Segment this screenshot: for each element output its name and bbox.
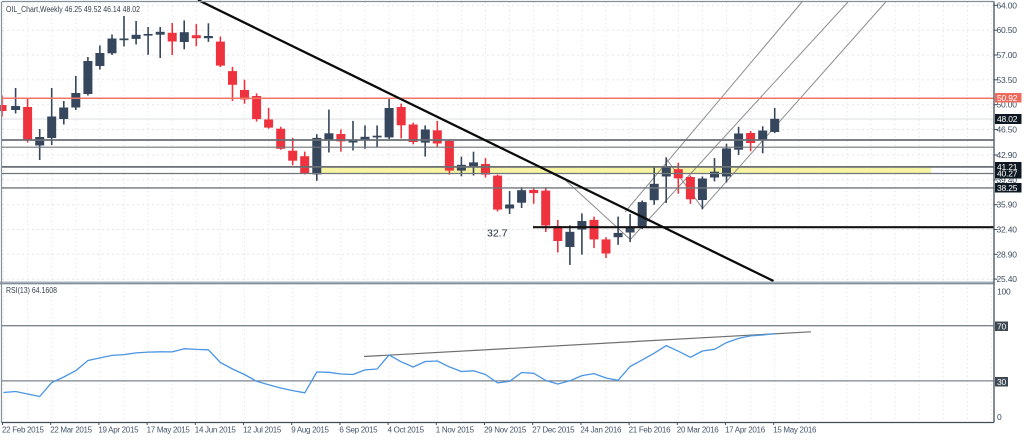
svg-text:9 Aug 2015: 9 Aug 2015 — [291, 425, 329, 434]
svg-text:19 Apr 2015: 19 Apr 2015 — [98, 425, 139, 434]
svg-text:35.90: 35.90 — [997, 200, 1018, 210]
svg-text:20 Mar 2016: 20 Mar 2016 — [677, 425, 719, 434]
svg-text:17 Apr 2016: 17 Apr 2016 — [725, 425, 766, 434]
svg-text:12 Jul 2015: 12 Jul 2015 — [243, 425, 282, 434]
svg-text:39.40: 39.40 — [997, 175, 1018, 185]
svg-text:38.25: 38.25 — [997, 183, 1018, 193]
svg-text:1 Nov 2015: 1 Nov 2015 — [436, 425, 475, 434]
svg-text:70: 70 — [997, 321, 1007, 331]
svg-text:25.40: 25.40 — [997, 274, 1018, 284]
svg-text:29 Nov 2015: 29 Nov 2015 — [484, 425, 527, 434]
svg-text:41.21: 41.21 — [997, 162, 1018, 172]
svg-text:30: 30 — [997, 377, 1007, 387]
svg-text:64.00: 64.00 — [997, 0, 1018, 10]
svg-text:24 Jan 2016: 24 Jan 2016 — [580, 425, 622, 434]
svg-text:50.00: 50.00 — [997, 100, 1018, 110]
svg-text:50.92: 50.92 — [997, 93, 1018, 103]
svg-text:15 May 2016: 15 May 2016 — [773, 425, 817, 434]
svg-text:42.90: 42.90 — [997, 150, 1018, 160]
svg-text:28.90: 28.90 — [997, 249, 1018, 259]
svg-text:53.50: 53.50 — [997, 75, 1018, 85]
svg-text:60.50: 60.50 — [997, 25, 1018, 35]
svg-text:21 Feb 2016: 21 Feb 2016 — [629, 425, 671, 434]
svg-text:32.40: 32.40 — [997, 225, 1018, 235]
svg-text:27 Dec 2015: 27 Dec 2015 — [532, 425, 575, 434]
svg-text:RSI(13) 64.1608: RSI(13) 64.1608 — [6, 285, 57, 295]
svg-text:22 Mar 2015: 22 Mar 2015 — [50, 425, 92, 434]
svg-text:40.27: 40.27 — [997, 169, 1018, 179]
svg-text:0: 0 — [997, 412, 1002, 422]
svg-text:57.00: 57.00 — [997, 50, 1018, 60]
svg-text:100: 100 — [997, 287, 1011, 297]
svg-text:4 Oct 2015: 4 Oct 2015 — [388, 425, 425, 434]
svg-text:32.7: 32.7 — [487, 228, 508, 240]
svg-text:OIL_Chart,Weekly 46.25 49.52: OIL_Chart,Weekly 46.25 49.52 46.14 48.02 — [6, 4, 140, 14]
svg-text:17 May 2015: 17 May 2015 — [147, 425, 191, 434]
svg-text:46.50: 46.50 — [997, 125, 1018, 135]
svg-text:22 Feb 2015: 22 Feb 2015 — [2, 425, 44, 434]
svg-text:14 Jun 2015: 14 Jun 2015 — [195, 425, 237, 434]
svg-text:6 Sep 2015: 6 Sep 2015 — [339, 425, 378, 434]
svg-text:48.02: 48.02 — [997, 114, 1018, 124]
